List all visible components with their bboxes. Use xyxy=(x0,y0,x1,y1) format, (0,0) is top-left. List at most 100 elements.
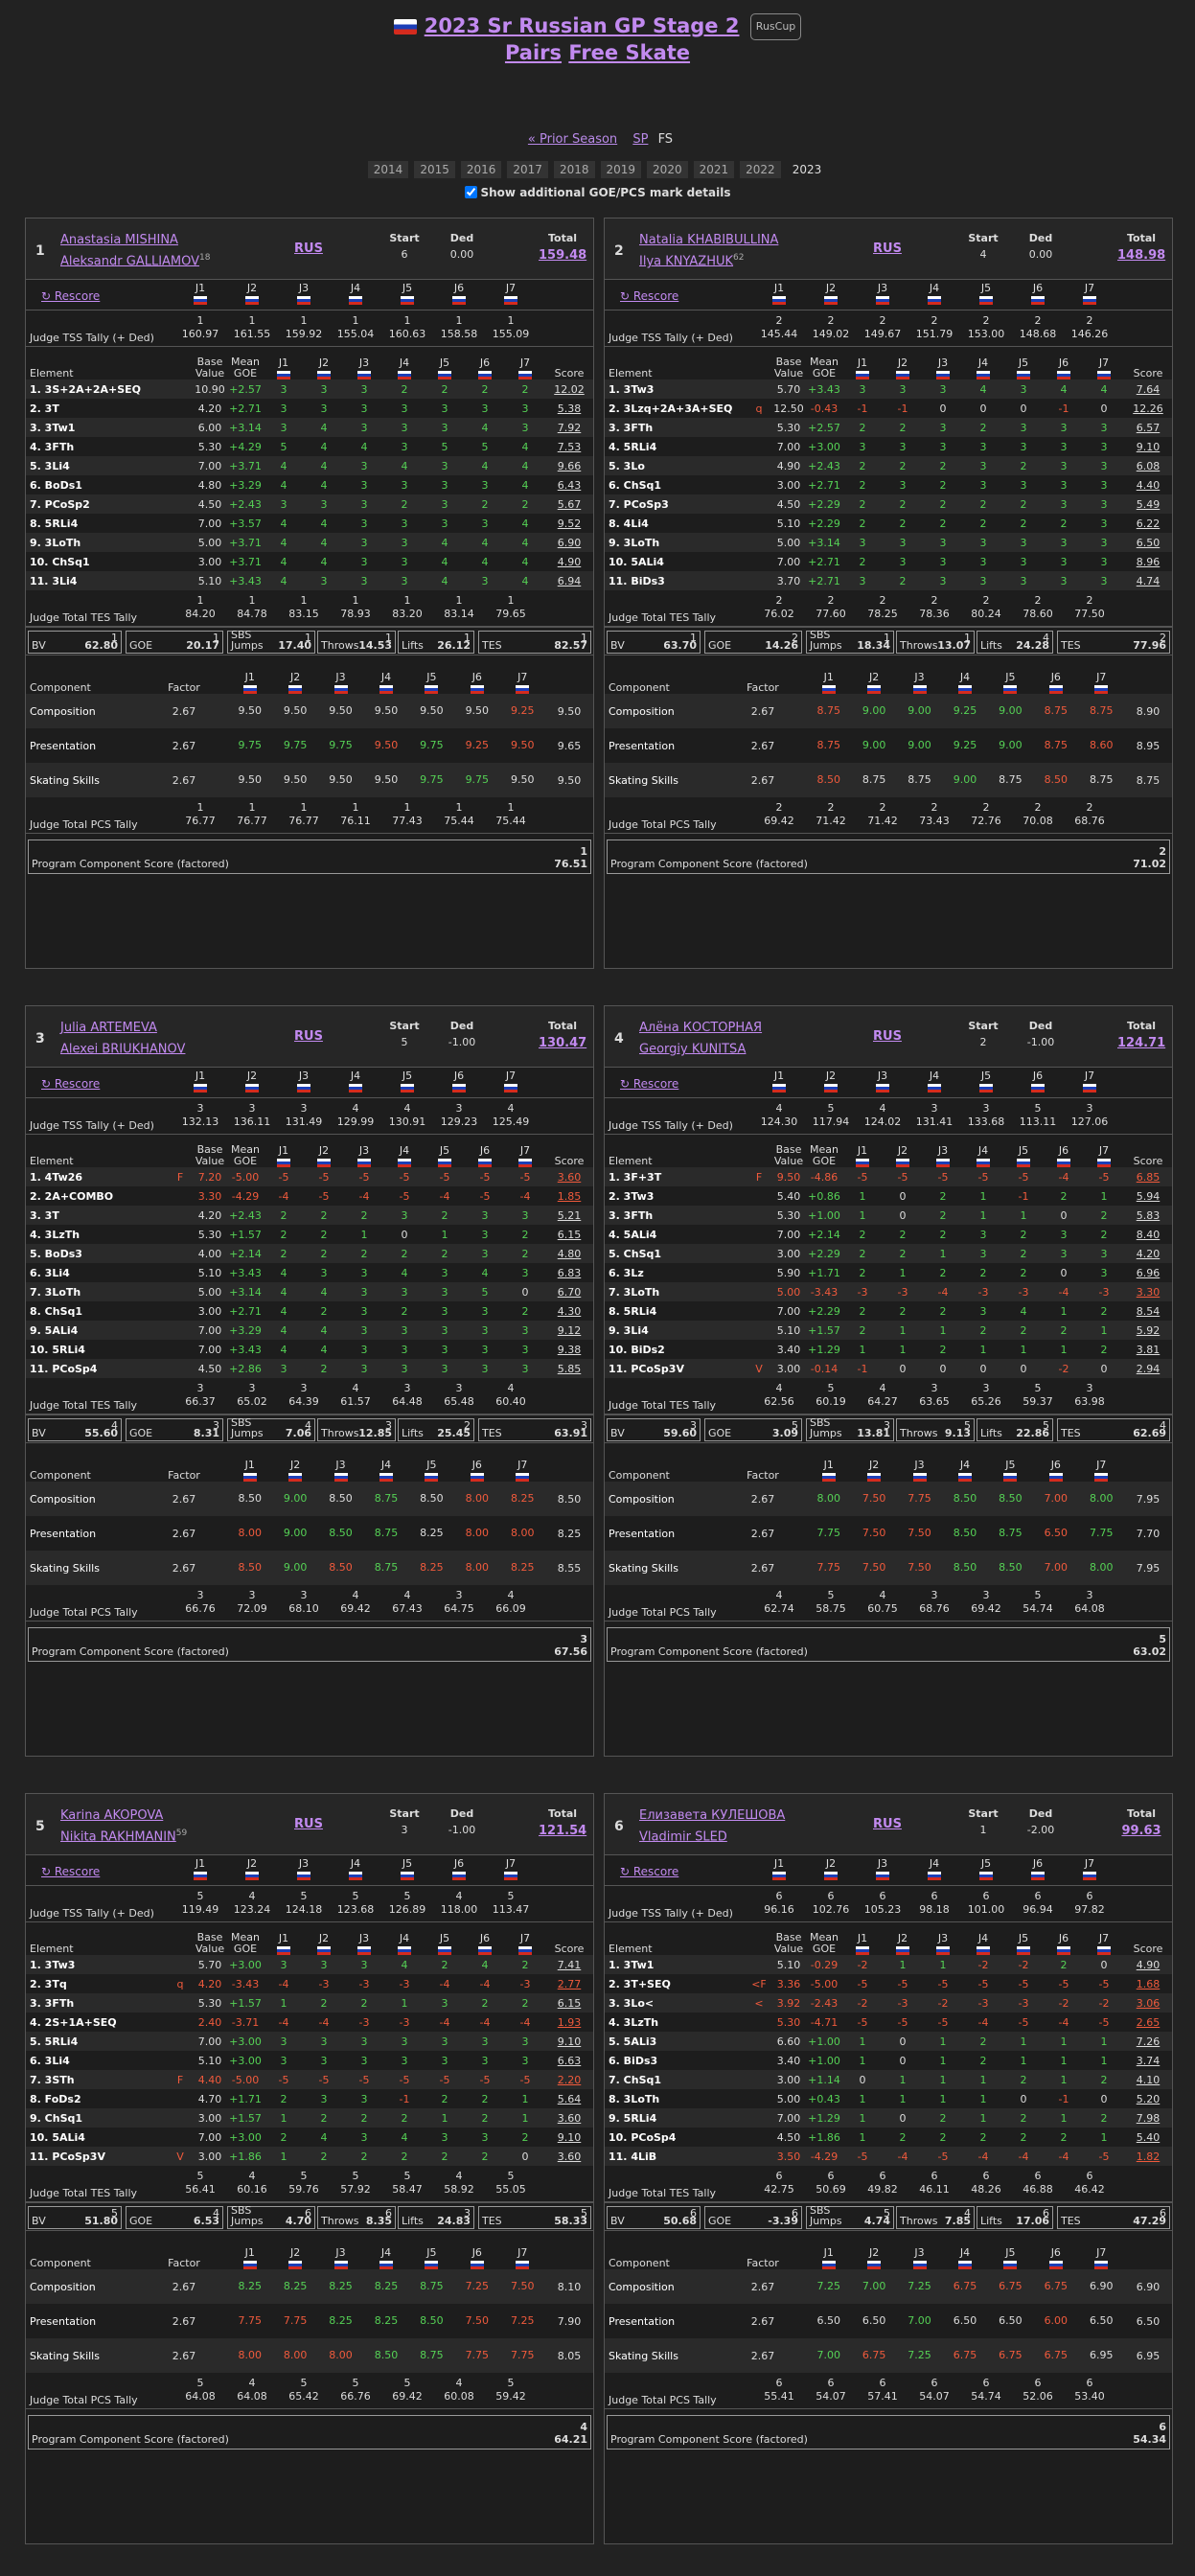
skater-name-1[interactable]: Anastasia MISHINA xyxy=(60,233,178,247)
element-row[interactable]: 2. 2A+COMBO 3.30 -4.29 -4 -5 -4 -5 -4 -5 -4 1.85 xyxy=(26,1186,593,1206)
element-score[interactable]: 5.40 xyxy=(1136,2130,1161,2144)
element-row[interactable]: 3. 3Tw1 6.00 +3.14 3 4 3 3 3 4 3 7.92 xyxy=(26,418,593,437)
element-score[interactable]: 8.96 xyxy=(1136,555,1161,568)
element-row[interactable]: 8. 3LoTh 5.00 +0.43 1 1 1 1 0 -1 0 5.20 xyxy=(605,2089,1172,2108)
element-row[interactable]: 3. 3Lo< <3.92 -2.43 -2 -3 -2 -3 -3 -2 -2 3.06 xyxy=(605,1993,1172,2012)
element-row[interactable]: 3. 3FTh 5.30 +1.00 1 0 2 1 1 0 2 5.83 xyxy=(605,1206,1172,1225)
element-row[interactable]: 6. 3Li4 5.10 +3.00 3 3 3 3 3 3 3 6.63 xyxy=(26,2051,593,2070)
element-score[interactable]: 9.10 xyxy=(557,2035,582,2048)
element-row[interactable]: 5. BoDs3 4.00 +2.14 2 2 2 2 2 3 2 4.80 xyxy=(26,1244,593,1263)
season-2019[interactable]: 2019 xyxy=(600,161,642,178)
element-row[interactable]: 7. 3LoTh 5.00 -3.43 -3 -3 -4 -3 -3 -4 -3 3.30 xyxy=(605,1282,1172,1301)
element-score[interactable]: 5.21 xyxy=(557,1208,582,1222)
element-row[interactable]: 11. BiDs3 3.70 +2.71 3 2 3 3 3 3 3 4.74 xyxy=(605,571,1172,590)
element-score[interactable]: 6.85 xyxy=(1136,1170,1161,1184)
element-row[interactable]: 4. 5RLi4 7.00 +3.00 3 3 3 3 3 3 3 9.10 xyxy=(605,437,1172,456)
sp-link[interactable]: SP xyxy=(632,132,649,147)
skater-name-1[interactable]: Natalia KHABIBULLINA xyxy=(639,233,779,247)
element-row[interactable]: 2. 3Tq q 4.20 -3.43 -4 -3 -3 -3 -4 -4 -3 2.77 xyxy=(26,1974,593,1993)
rescore-link[interactable]: ↻ Rescore xyxy=(41,1865,101,1878)
element-row[interactable]: 10. PCoSp4 4.50 +1.86 1 2 2 2 2 2 1 5.40 xyxy=(605,2128,1172,2147)
skater-name-2[interactable]: Georgiy KUNITSA xyxy=(639,1042,747,1057)
element-row[interactable]: 2. 3T 4.20 +2.71 3 3 3 3 3 3 3 5.38 xyxy=(26,399,593,418)
element-score[interactable]: 2.65 xyxy=(1136,2015,1161,2029)
element-score[interactable]: 6.15 xyxy=(557,1228,582,1241)
season-2022[interactable]: 2022 xyxy=(740,161,781,178)
element-row[interactable]: 6. 3Lz 5.90 +1.71 2 1 2 2 2 0 3 6.96 xyxy=(605,1263,1172,1282)
element-score[interactable]: 2.94 xyxy=(1136,1362,1161,1375)
element-row[interactable]: 10. BiDs2 3.40 +1.29 1 1 2 1 1 1 2 3.81 xyxy=(605,1340,1172,1359)
element-row[interactable]: 9. 3Li4 5.10 +1.57 2 1 1 2 2 2 1 5.92 xyxy=(605,1321,1172,1340)
element-row[interactable]: 9. 3LoTh 5.00 +3.71 4 4 3 3 4 4 4 6.90 xyxy=(26,533,593,552)
element-score[interactable]: 9.10 xyxy=(557,2130,582,2144)
element-row[interactable]: 5. 3Lo 4.90 +2.43 2 2 2 3 2 3 3 6.08 xyxy=(605,456,1172,475)
element-row[interactable]: 8. FoDs2 4.70 +1.71 2 3 3 -1 2 2 1 5.64 xyxy=(26,2089,593,2108)
season-2014[interactable]: 2014 xyxy=(367,161,409,178)
element-score[interactable]: 9.38 xyxy=(557,1343,582,1356)
season-2016[interactable]: 2016 xyxy=(460,161,502,178)
element-row[interactable]: 7. 3LoTh 5.00 +3.14 4 4 3 3 3 5 0 6.70 xyxy=(26,1282,593,1301)
element-score[interactable]: 1.85 xyxy=(557,1189,582,1203)
element-row[interactable]: 7. PCoSp2 4.50 +2.43 3 3 3 2 3 2 2 5.67 xyxy=(26,494,593,514)
nation-link[interactable]: RUS xyxy=(294,242,323,256)
element-row[interactable]: 4. 3FTh 5.30 +4.29 5 4 4 3 5 5 4 7.53 xyxy=(26,437,593,456)
element-score[interactable]: 7.53 xyxy=(557,440,582,453)
element-score[interactable]: 6.50 xyxy=(1136,536,1161,549)
element-row[interactable]: 1. 3Tw3 5.70 +3.00 3 3 3 4 2 4 2 7.41 xyxy=(26,1955,593,1974)
season-2018[interactable]: 2018 xyxy=(553,161,595,178)
element-score[interactable]: 5.94 xyxy=(1136,1189,1161,1203)
total-score[interactable]: 130.47 xyxy=(539,1036,587,1050)
element-score[interactable]: 4.30 xyxy=(557,1304,582,1318)
element-score[interactable]: 8.54 xyxy=(1136,1304,1161,1318)
total-score[interactable]: 99.63 xyxy=(1121,1824,1161,1838)
rescore-link[interactable]: ↻ Rescore xyxy=(41,1077,101,1091)
element-row[interactable]: 9. 3LoTh 5.00 +3.14 3 3 3 3 3 3 3 6.50 xyxy=(605,533,1172,552)
total-score[interactable]: 124.71 xyxy=(1117,1036,1166,1050)
element-score[interactable]: 1.82 xyxy=(1136,2150,1161,2163)
element-row[interactable]: 4. 3LzTh 5.30 -4.71 -5 -5 -5 -4 -5 -4 -5 2.65 xyxy=(605,2012,1172,2032)
element-row[interactable]: 3. 3FTh 5.30 +2.57 2 2 3 2 3 3 3 6.57 xyxy=(605,418,1172,437)
pairs-link[interactable]: Pairs xyxy=(504,41,563,64)
goe-details-checkbox[interactable] xyxy=(464,186,477,198)
element-score[interactable]: 7.64 xyxy=(1136,382,1161,396)
season-2017[interactable]: 2017 xyxy=(507,161,548,178)
free-skate-link[interactable]: Free Skate xyxy=(568,41,691,64)
element-score[interactable]: 3.74 xyxy=(1136,2054,1161,2067)
element-score[interactable]: 6.90 xyxy=(557,536,582,549)
element-score[interactable]: 3.60 xyxy=(557,2111,582,2125)
element-score[interactable]: 4.90 xyxy=(557,555,582,568)
element-row[interactable]: 5. ChSq1 3.00 +2.29 2 2 1 3 2 3 3 4.20 xyxy=(605,1244,1172,1263)
element-score[interactable]: 4.90 xyxy=(1136,1958,1161,1971)
element-row[interactable]: 5. 5ALi3 6.60 +1.00 1 0 1 2 1 1 1 7.26 xyxy=(605,2032,1172,2051)
rescore-link[interactable]: ↻ Rescore xyxy=(620,1865,679,1878)
element-row[interactable]: 10. 5ALi4 7.00 +3.00 2 4 3 4 3 3 2 9.10 xyxy=(26,2128,593,2147)
nation-link[interactable]: RUS xyxy=(294,1029,323,1044)
element-row[interactable]: 11. 4LiB 3.50 -4.29 -5 -4 -5 -4 -4 -4 -5 1.82 xyxy=(605,2147,1172,2166)
element-score[interactable]: 5.49 xyxy=(1136,497,1161,511)
element-score[interactable]: 6.22 xyxy=(1136,517,1161,530)
skater-name-1[interactable]: Karina AKOPOVA xyxy=(60,1808,164,1823)
element-row[interactable]: 11. PCoSp3V V 3.00 +1.86 1 2 2 2 2 2 0 3.60 xyxy=(26,2147,593,2166)
element-score[interactable]: 9.12 xyxy=(557,1323,582,1337)
nation-link[interactable]: RUS xyxy=(873,242,902,256)
element-row[interactable]: 6. ChSq1 3.00 +2.71 2 3 2 3 3 3 3 4.40 xyxy=(605,475,1172,494)
prior-season-link[interactable]: « Prior Season xyxy=(527,132,618,147)
element-score[interactable]: 5.38 xyxy=(557,402,582,415)
element-row[interactable]: 4. 3LzTh 5.30 +1.57 2 2 1 0 1 3 2 6.15 xyxy=(26,1225,593,1244)
element-score[interactable]: 5.92 xyxy=(1136,1323,1161,1337)
element-row[interactable]: 3. 3T 4.20 +2.43 2 2 2 3 2 3 3 5.21 xyxy=(26,1206,593,1225)
element-score[interactable]: 5.85 xyxy=(557,1362,582,1375)
element-row[interactable]: 1. 3F+3T F 9.50 -4.86 -5 -5 -5 -5 -5 -4 -5 6.85 xyxy=(605,1167,1172,1186)
event-title-link[interactable]: 2023 Sr Russian GP Stage 2 xyxy=(424,14,740,37)
element-row[interactable]: 5. 3Li4 7.00 +3.71 4 4 3 4 3 4 4 9.66 xyxy=(26,456,593,475)
element-row[interactable]: 5. 5RLi4 7.00 +3.00 3 3 3 3 3 3 3 9.10 xyxy=(26,2032,593,2051)
nation-link[interactable]: RUS xyxy=(873,1817,902,1831)
element-row[interactable]: 2. 3Lzq+2A+3A+SEQ q 12.50 -0.43 -1 -1 0 0 0 -1 0 12… xyxy=(605,399,1172,418)
element-score[interactable]: 4.80 xyxy=(557,1247,582,1260)
element-row[interactable]: 1. 3Tw1 5.10 -0.29 -2 1 1 -2 -2 2 0 4.90 xyxy=(605,1955,1172,1974)
skater-name-2[interactable]: Nikita RAKHMANIN xyxy=(60,1829,176,1845)
total-score[interactable]: 121.54 xyxy=(539,1824,587,1838)
element-row[interactable]: 8. 5RLi4 7.00 +3.57 4 4 3 3 3 3 4 9.52 xyxy=(26,514,593,533)
goe-details-toggle[interactable]: Show additional GOE/PCS mark details xyxy=(0,186,1195,199)
element-row[interactable]: 6. 3Li4 5.10 +3.43 4 3 3 4 3 4 3 6.83 xyxy=(26,1263,593,1282)
